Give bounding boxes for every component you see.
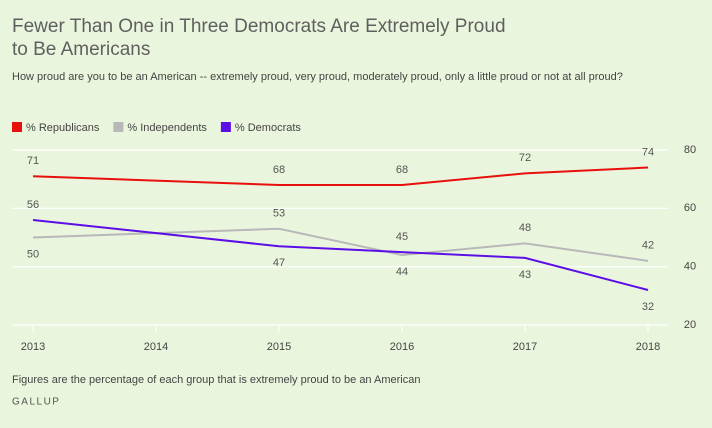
source: GALLUP [12,397,60,408]
value-label: 68 [396,164,408,176]
x-tick-label: 2017 [513,341,537,353]
series-line [32,219,649,291]
x-tick-label: 2015 [267,341,291,353]
legend-label: % Republicans [26,122,100,134]
value-label: 47 [273,257,285,269]
series-line [32,227,649,262]
value-label: 53 [273,208,285,220]
value-label: 42 [642,240,654,252]
value-label: 32 [642,301,654,313]
value-label: 45 [396,231,408,243]
subtitle: How proud are you to be an American -- e… [12,71,623,83]
y-tick-label: 40 [684,261,696,273]
x-tick-label: 2016 [390,341,414,353]
y-tick-label: 60 [684,202,696,214]
value-label: 50 [27,248,39,260]
legend-swatch [12,122,22,132]
text-line: Fewer Than One in Three Democrats Are Ex… [12,16,506,37]
y-tick-label: 20 [684,319,696,331]
value-label: 56 [27,199,39,211]
legend-swatch [113,122,124,132]
x-tick-label: 2013 [21,341,45,353]
value-label: 43 [519,269,531,281]
value-label: 68 [273,164,285,176]
footnote: Figures are the percentage of each group… [12,374,420,386]
value-label: 71 [27,155,39,167]
series-line [32,166,649,186]
value-label: 74 [642,146,654,158]
chart-title: Fewer Than One in Three Democrats Are Ex… [12,16,506,60]
value-label: 72 [519,152,531,164]
x-tick-label: 2018 [636,341,660,353]
text-line: How proud are you to be an American -- e… [12,71,623,83]
y-tick-label: 80 [684,144,696,156]
value-label: 44 [396,266,408,278]
text-line: to Be Americans [12,39,150,60]
x-tick-label: 2014 [144,341,168,353]
legend-label: % Independents [127,122,207,134]
value-label: 48 [519,222,531,234]
legend-swatch [220,122,231,132]
legend-label: % Democrats [235,122,302,134]
